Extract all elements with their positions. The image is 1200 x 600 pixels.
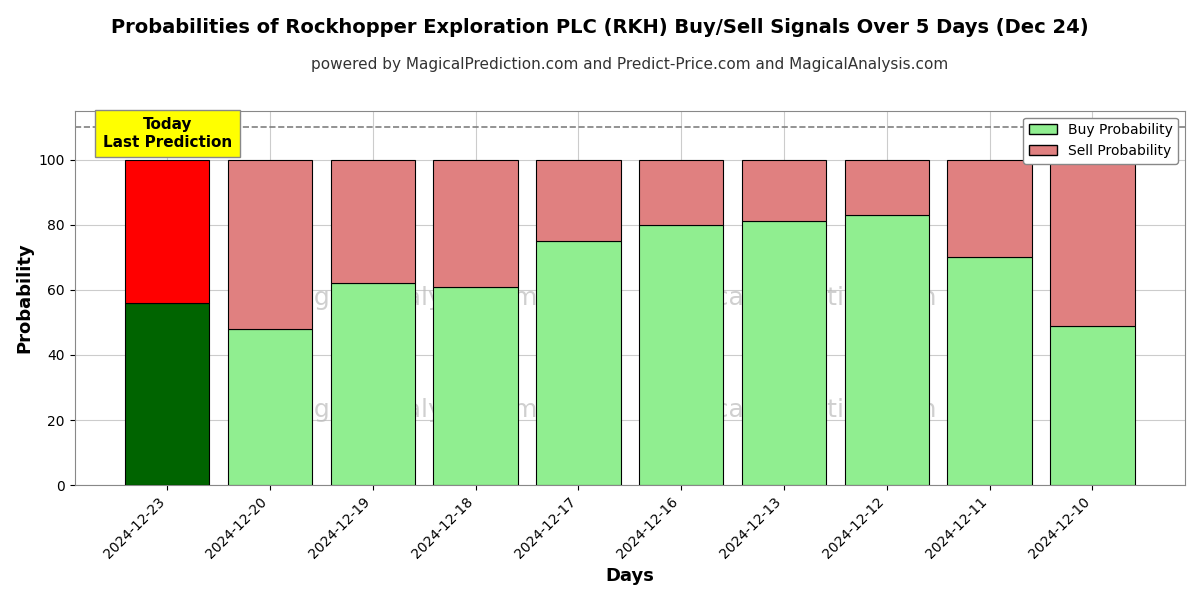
Text: MagicalPrediction.com: MagicalPrediction.com xyxy=(655,286,937,310)
Bar xyxy=(228,160,312,329)
Text: Probabilities of Rockhopper Exploration PLC (RKH) Buy/Sell Signals Over 5 Days (: Probabilities of Rockhopper Exploration … xyxy=(112,18,1088,37)
Text: MagicalAnalysis.com: MagicalAnalysis.com xyxy=(277,398,538,422)
Title: powered by MagicalPrediction.com and Predict-Price.com and MagicalAnalysis.com: powered by MagicalPrediction.com and Pre… xyxy=(311,57,948,72)
Bar xyxy=(125,160,210,303)
Bar xyxy=(536,241,620,485)
Text: MagicalAnalysis.com: MagicalAnalysis.com xyxy=(277,286,538,310)
Bar xyxy=(948,160,1032,257)
Bar xyxy=(433,160,517,287)
Bar xyxy=(640,160,724,224)
Bar xyxy=(125,303,210,485)
Bar xyxy=(331,160,415,283)
Bar xyxy=(433,287,517,485)
Bar xyxy=(845,215,929,485)
X-axis label: Days: Days xyxy=(605,567,654,585)
Text: MagicalPrediction.com: MagicalPrediction.com xyxy=(655,398,937,422)
Y-axis label: Probability: Probability xyxy=(16,242,34,353)
Bar xyxy=(228,329,312,485)
Bar xyxy=(536,160,620,241)
Bar xyxy=(1050,160,1134,326)
Text: Today
Last Prediction: Today Last Prediction xyxy=(103,117,232,149)
Bar xyxy=(1050,326,1134,485)
Legend: Buy Probability, Sell Probability: Buy Probability, Sell Probability xyxy=(1024,118,1178,164)
Bar xyxy=(742,160,826,221)
Bar xyxy=(845,160,929,215)
Bar xyxy=(640,224,724,485)
Bar xyxy=(331,283,415,485)
Bar xyxy=(742,221,826,485)
Bar xyxy=(948,257,1032,485)
